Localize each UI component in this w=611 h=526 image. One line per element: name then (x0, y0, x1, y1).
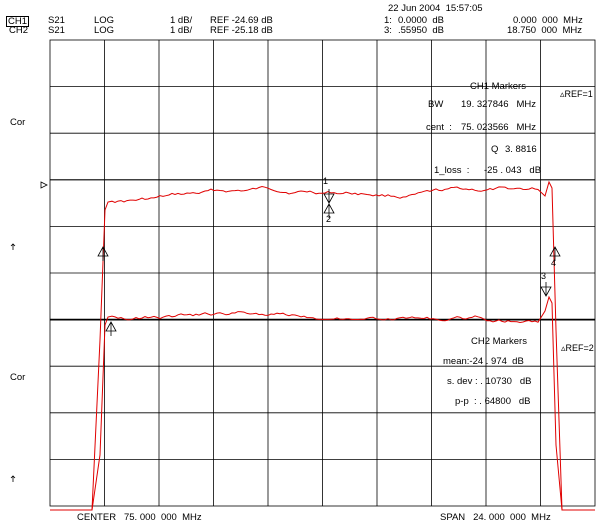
ch1-ref: REF -24.69 dB (210, 15, 273, 26)
marker-label-4: 4 (551, 258, 557, 268)
ch1-bw-label: BW (428, 99, 444, 110)
datetime: 22 Jun 2004 15:57:05 (388, 3, 483, 14)
ch1-cent-label: cent : (426, 122, 452, 133)
ch2-channel-label[interactable]: CH2 (9, 25, 29, 36)
ch2-scale: 1 dB/ (170, 25, 193, 36)
ch1-marker-freq: 0.000 000 MHz (513, 15, 583, 26)
trace-ch2 (50, 295, 595, 511)
marker-left-ch2-icon (105, 321, 117, 336)
ch1-marker-value: 0.0000 dB (398, 15, 444, 26)
ch2-marker-num: 3: (384, 25, 392, 36)
ch1-param: S21 (48, 15, 65, 26)
ch2-sdev: s. dev : . 10730 dB (447, 376, 532, 387)
ch1-q-value: 3. 8816 (505, 144, 537, 155)
ch1-cent-value: 75. 023566 MHz (461, 122, 536, 133)
marker-label-1: 1 (323, 176, 329, 186)
traces (50, 180, 595, 511)
marker-label-3: 3 (541, 271, 547, 281)
ch2-mean: mean:-24 . 974 dB (443, 356, 524, 367)
scale-arrow-icon (10, 475, 16, 482)
ch2-marker-freq: 18.750 000 MHz (507, 25, 582, 36)
marker-4-icon (549, 246, 561, 261)
ch1-marker-num: 1: (384, 15, 392, 26)
marker-label-2: 2 (326, 214, 332, 224)
marker-3-icon (540, 282, 552, 297)
graticule (10, 39, 596, 507)
span-frequency: SPAN 24. 000 000 MHz (440, 512, 551, 523)
ch1-loss-value: -25 . 043 dB (484, 165, 542, 176)
ch1-scale: 1 dB/ (170, 15, 193, 26)
ref1-label: ▵REF=1 (560, 89, 593, 99)
ch1-bw-value: 19. 327846 MHz (461, 99, 536, 110)
cor-label-bottom: Cor (10, 372, 26, 383)
ch1-markers-title: CH1 Markers (470, 81, 526, 92)
marker-2-icon (323, 203, 335, 218)
ch2-markers-title: CH2 Markers (471, 336, 527, 347)
ch2-marker-value: .55950 dB (398, 25, 444, 36)
marker-symbols (97, 189, 561, 336)
ref-indicator-icon (40, 181, 48, 189)
marker-1-icon (323, 189, 335, 204)
ref2-label: ▵REF=2 (561, 343, 594, 353)
trace-ch1 (50, 180, 595, 511)
center-frequency: CENTER 75. 000 000 MHz (77, 512, 202, 523)
ch2-format: LOG (94, 25, 115, 36)
ch1-q-label: Q (491, 144, 499, 155)
ch1-format: LOG (94, 15, 115, 26)
ch2-ref: REF -25.18 dB (210, 25, 273, 36)
marker-left-ch1-icon (97, 246, 109, 261)
ch1-loss-label: 1_loss : (434, 165, 470, 176)
ch2-param: S21 (48, 25, 65, 36)
ch2-pp: p-p : . 64800 dB (455, 396, 531, 407)
scale-arrow-icon (10, 243, 16, 250)
cor-label-top: Cor (10, 117, 26, 128)
ch1-channel-label[interactable]: CH1 (6, 16, 30, 27)
